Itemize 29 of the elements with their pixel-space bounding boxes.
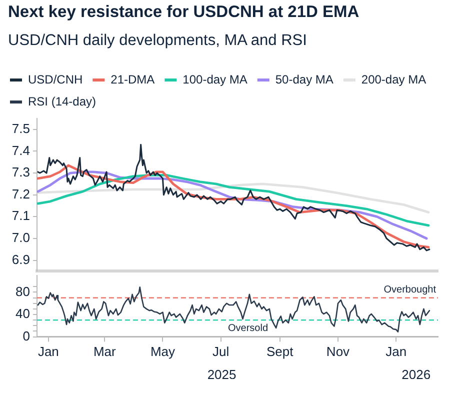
legend-label: USD/CNH <box>28 72 83 86</box>
x-tick-label: Sept <box>266 344 294 360</box>
x-tick-label: Jan <box>386 344 407 360</box>
y-tick-label: 7.4 <box>12 142 30 158</box>
chart-subtitle: USD/CNH daily developments, MA and RSI <box>8 32 307 50</box>
y-tick-label: 7.5 <box>12 120 30 136</box>
y-tick-label: 7.1 <box>12 208 30 224</box>
x-tick-label: Jan <box>38 344 59 360</box>
y-tick-label: 80 <box>16 284 30 299</box>
x-tick-label: May <box>150 344 176 360</box>
legend-label: 50-day MA <box>275 72 334 86</box>
legend-label: 100-day MA <box>182 72 248 86</box>
y-tick-label: 7.0 <box>12 230 30 246</box>
y-tick-label: 7.2 <box>12 186 30 202</box>
ref-line-label: Overbought <box>384 284 436 296</box>
legend-label: 200-day MA <box>361 72 426 86</box>
ref-line-label: Oversold <box>228 322 268 334</box>
y-tick-label: 40 <box>16 306 30 322</box>
y-tick-label: 7.3 <box>12 164 30 180</box>
x-tick-label: Mar <box>93 344 116 360</box>
x-tick-label: Jul <box>212 344 230 360</box>
x-tick-label: Nov <box>326 344 350 360</box>
legend-label: RSI (14-day) <box>28 94 96 108</box>
legend-label: 21-DMA <box>110 72 155 86</box>
x2-tick-label: 2026 <box>402 366 431 382</box>
y-tick-label: 0 <box>22 328 30 344</box>
y-tick-label: 6.9 <box>12 252 30 267</box>
chart-title: Next key resistance for USDCNH at 21D EMA <box>8 3 360 22</box>
x2-tick-label: 2025 <box>207 366 236 382</box>
